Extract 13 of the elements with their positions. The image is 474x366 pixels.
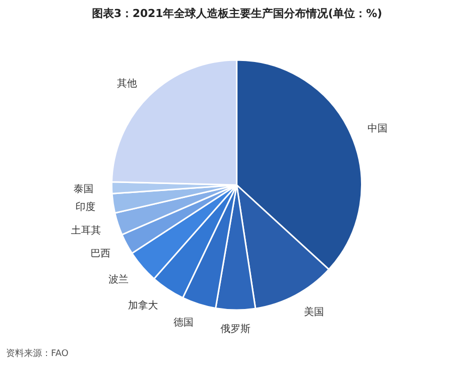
slice-label: 美国: [304, 306, 324, 318]
slice-label: 泰国: [74, 184, 94, 196]
slice-label: 德国: [173, 317, 194, 328]
slice-label: 土耳其: [70, 224, 101, 237]
slice-label: 波兰: [108, 274, 129, 286]
slice-label: 印度: [75, 201, 96, 214]
slice-label: 俄罗斯: [220, 322, 250, 335]
slice-label: 其他: [116, 78, 137, 90]
slice-label: 加拿大: [128, 299, 158, 312]
slice-label: 巴西: [90, 248, 111, 260]
text: 资料来源：FAO: [6, 348, 68, 359]
slice-label: 中国: [368, 122, 388, 134]
chart-title: 图表3：2021年全球人造板主要生产国分布情况(单位：%): [92, 7, 382, 20]
